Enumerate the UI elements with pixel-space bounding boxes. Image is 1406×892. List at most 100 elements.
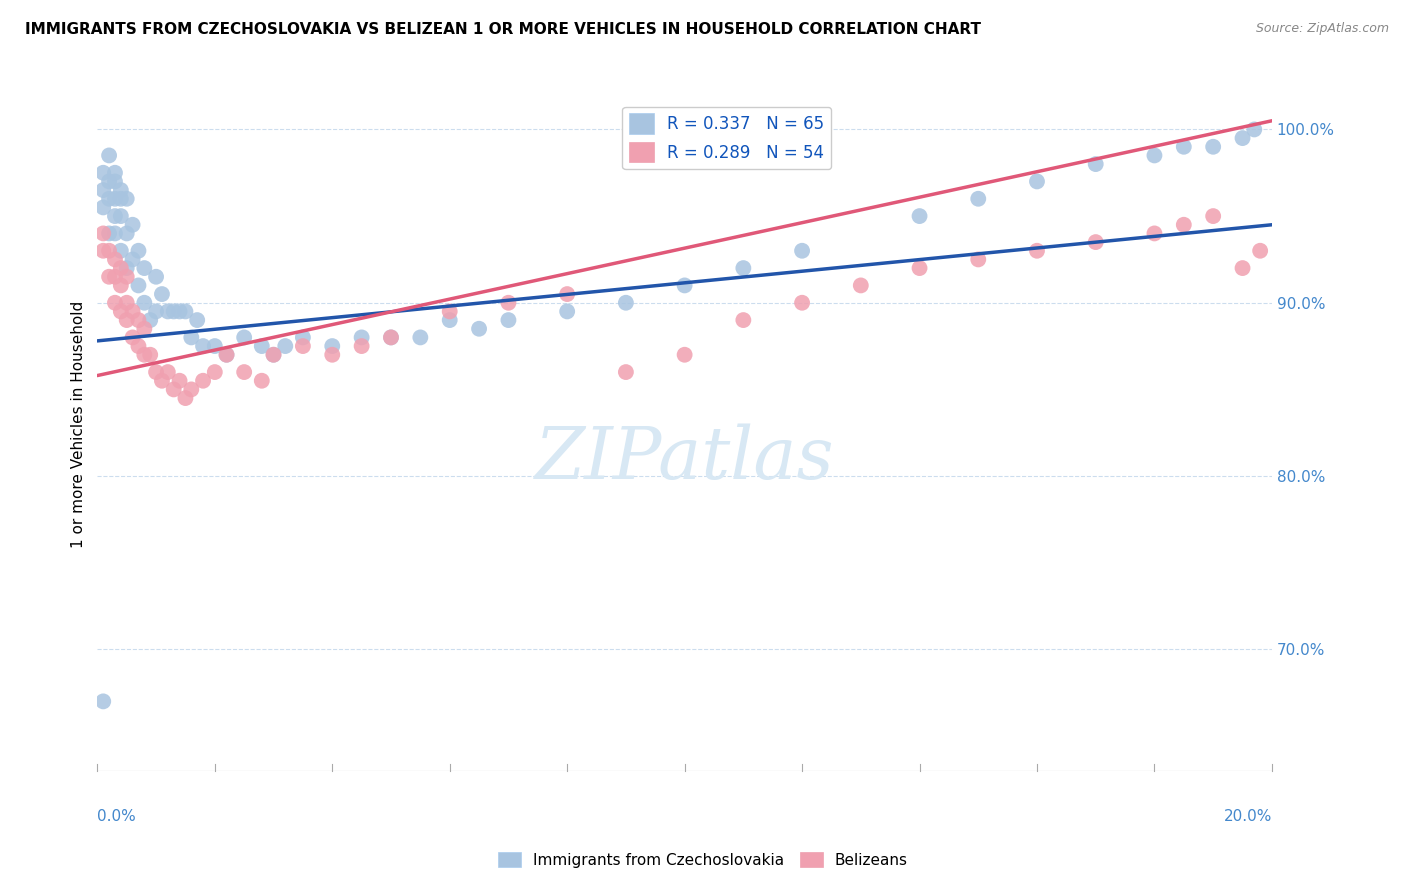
Point [350,339,373,353]
Point [115,261,138,276]
Point [350,330,373,344]
Point [98,269,121,284]
Y-axis label: 1 or more Vehicles in Household: 1 or more Vehicles in Household [72,301,86,548]
Point [180,330,202,344]
Point [104,192,127,206]
Point [1202,140,1225,154]
Point [110,183,132,197]
Point [104,174,127,188]
Point [967,252,990,267]
Point [150,374,173,388]
Point [555,287,578,301]
Point [1232,261,1254,276]
Point [614,365,637,379]
Point [150,287,173,301]
Point [115,295,138,310]
Point [169,304,191,318]
Point [380,330,402,344]
Point [156,304,179,318]
Point [121,218,143,232]
Point [1173,218,1195,232]
Point [1026,244,1049,258]
Point [127,244,149,258]
Point [115,227,138,241]
Point [673,348,696,362]
Point [250,339,273,353]
Point [104,209,127,223]
Point [91,227,114,241]
Point [204,365,226,379]
Point [204,339,226,353]
Point [134,261,156,276]
Point [104,227,127,241]
Point [733,261,755,276]
Point [1243,122,1265,136]
Point [134,322,156,336]
Point [1026,174,1049,188]
Point [673,278,696,293]
Point [91,694,114,708]
Point [191,374,214,388]
Point [409,330,432,344]
Point [145,269,167,284]
Point [321,348,343,362]
Point [134,295,156,310]
Point [121,304,143,318]
Point [104,252,127,267]
Point [115,269,138,284]
Point [110,192,132,206]
Legend: Immigrants from Czechoslovakia, Belizeans: Immigrants from Czechoslovakia, Belizean… [492,846,914,873]
Point [1143,148,1166,162]
Point [291,339,314,353]
Point [134,348,156,362]
Point [790,244,813,258]
Point [733,313,755,327]
Point [98,148,121,162]
Point [98,227,121,241]
Point [439,304,461,318]
Point [1084,157,1107,171]
Point [908,209,931,223]
Point [127,313,149,327]
Point [169,374,191,388]
Point [215,348,238,362]
Point [274,339,297,353]
Point [1232,131,1254,145]
Point [1202,209,1225,223]
Point [139,313,162,327]
Point [91,201,114,215]
Point [498,295,520,310]
Point [110,278,132,293]
Point [156,365,179,379]
Text: ZIPatlas: ZIPatlas [534,424,834,494]
Point [439,313,461,327]
Point [180,383,202,397]
Point [1249,244,1271,258]
Point [127,278,149,293]
Point [104,166,127,180]
Point [250,374,273,388]
Point [145,304,167,318]
Point [186,313,208,327]
Point [263,348,285,362]
Text: IMMIGRANTS FROM CZECHOSLOVAKIA VS BELIZEAN 1 OR MORE VEHICLES IN HOUSEHOLD CORRE: IMMIGRANTS FROM CZECHOSLOVAKIA VS BELIZE… [25,22,981,37]
Point [498,313,520,327]
Point [790,295,813,310]
Point [380,330,402,344]
Point [614,295,637,310]
Point [321,339,343,353]
Point [191,339,214,353]
Point [163,383,186,397]
Point [104,269,127,284]
Point [468,322,491,336]
Text: 20.0%: 20.0% [1223,809,1272,824]
Point [849,278,872,293]
Text: 0.0%: 0.0% [97,809,136,824]
Point [145,365,167,379]
Point [110,209,132,223]
Point [110,261,132,276]
Point [110,304,132,318]
Point [163,304,186,318]
Point [121,330,143,344]
Point [967,192,990,206]
